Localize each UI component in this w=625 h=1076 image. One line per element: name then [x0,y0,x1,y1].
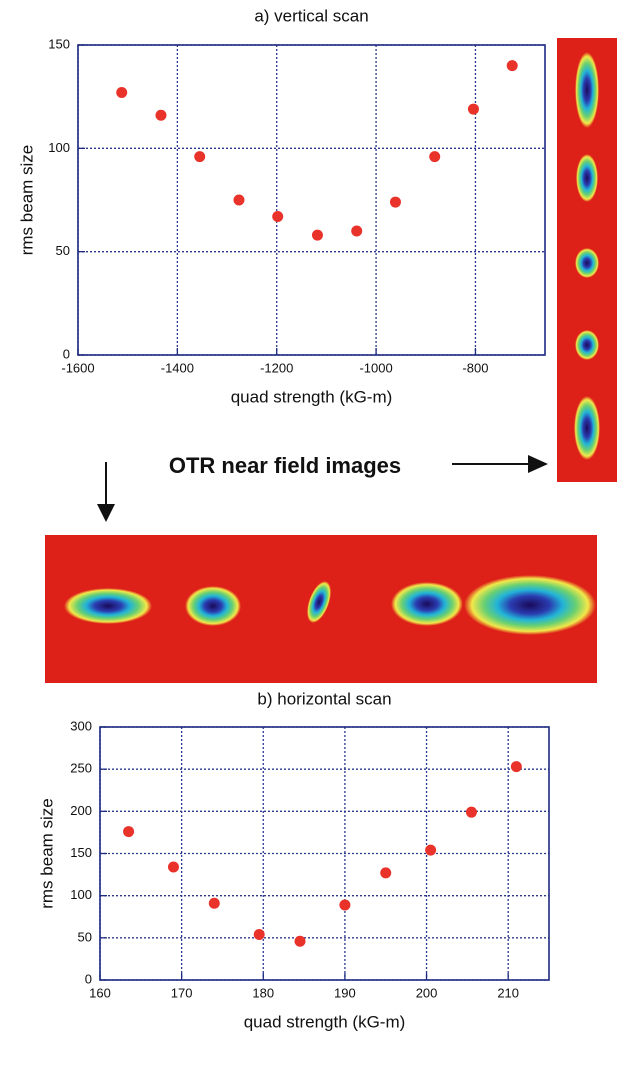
point [194,151,206,163]
x-tick-label: 170 [171,985,193,1000]
point [294,935,306,947]
y-tick-label: 0 [85,971,92,986]
chart-title: b) horizontal scan [257,689,391,708]
x-axis-title: quad strength (kG-m) [244,1012,406,1031]
point [467,103,479,115]
annotation: OTR near field images [169,453,401,478]
point [155,109,167,121]
point [465,806,477,818]
plot-frame [99,726,550,981]
x-tick-label: 160 [89,985,111,1000]
x-tick-label: -1400 [161,360,194,375]
y-tick-label: 250 [70,761,92,776]
point [506,60,518,72]
y-tick-label: 150 [70,845,92,860]
y-tick-label: 100 [48,140,70,155]
point [311,229,323,241]
point [253,928,265,940]
vertical-images [557,38,617,482]
point [208,897,220,909]
x-tick-label: 200 [416,985,438,1000]
x-tick-label: 190 [334,985,356,1000]
chart-title: a) vertical scan [254,6,368,25]
x-tick-label: -1200 [260,360,293,375]
y-axis-title: rms beam size [17,145,36,256]
y-tick-label: 300 [70,718,92,733]
point [123,826,135,838]
point [380,867,392,879]
x-tick-label: -1000 [359,360,392,375]
point [167,861,179,873]
y-tick-label: 150 [48,36,70,51]
y-tick-label: 100 [70,887,92,902]
y-tick-label: 50 [56,243,70,258]
horizontal-images [45,535,597,683]
point [339,899,351,911]
point [510,761,522,773]
y-axis-title: rms beam size [37,798,56,909]
x-tick-label: 210 [497,985,519,1000]
plot-frame [77,44,546,356]
point [389,196,401,208]
y-tick-label: 50 [78,929,92,944]
x-tick-label: -800 [462,360,488,375]
point [429,151,441,163]
point [351,225,363,237]
point [116,87,128,99]
arrows [97,455,548,522]
point [272,211,284,223]
point [425,844,437,856]
point [233,194,245,206]
x-tick-label: 180 [252,985,274,1000]
x-tick-label: -1600 [61,360,94,375]
x-axis-title: quad strength (kG-m) [231,387,393,406]
y-tick-label: 200 [70,803,92,818]
y-tick-label: 0 [63,346,70,361]
